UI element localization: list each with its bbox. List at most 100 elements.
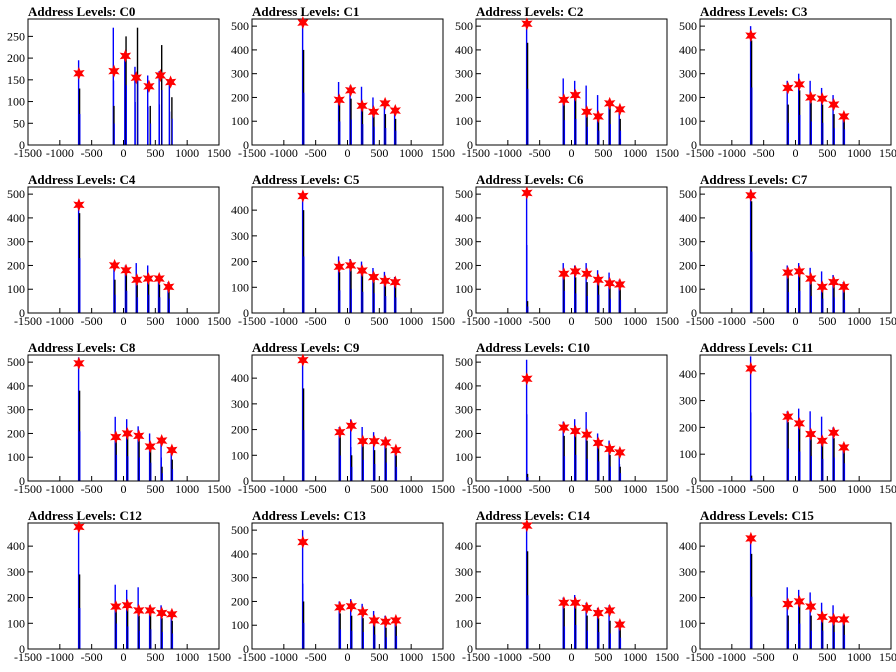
peak-marker [133,429,145,443]
x-tick-label: 500 [146,314,164,328]
peak-marker [793,77,806,91]
histogram-plot: -1500 -1000 -500 0 500 1000 1500 0 100 200 300 400 5… [455,354,679,496]
histogram-panel-c2: Address Levels: C2 -1500 -1000 -500 0 500 1000… [448,0,679,168]
y-tick-label: 200 [455,258,473,272]
x-tick-label: -1500 [238,314,266,328]
peak-marker [345,599,358,613]
x-tick-label: 0 [793,146,799,160]
y-tick-label: 400 [7,539,25,553]
y-tick-label: 200 [455,591,473,605]
x-tick-label: 0 [121,650,127,664]
histogram-plot: -1500 -1000 -500 0 500 1000 1500 0 100 200 300 400 [231,353,455,496]
plot-frame [699,186,892,314]
y-tick-label: 300 [679,394,697,408]
y-tick-label: 0 [243,474,249,488]
panel-title: Address Levels: C15 [700,508,814,523]
histogram-plot: -1500 -1000 -500 0 500 1000 1500 0 100 200 300 400 5… [7,186,231,328]
x-tick-label: -1000 [718,650,746,664]
peak-marker [782,81,794,95]
peak-marker [130,71,142,85]
y-tick-label: 300 [455,235,473,249]
x-tick-label: 0 [121,314,127,328]
histogram-panel-c13: Address Levels: C13 -1500 -1000 -500 0 500 100… [224,504,455,672]
peak-marker [73,198,85,212]
y-tick-label: 400 [679,539,697,553]
histogram-plot: -1500 -1000 -500 0 500 1000 1500 0 100 200 300 400 [455,519,679,664]
x-tick-label: 1500 [879,650,896,664]
y-tick-label: 400 [679,211,697,225]
peak-marker [356,264,368,278]
x-tick-label: 0 [345,650,351,664]
x-tick-label: 1000 [847,146,871,160]
y-tick-label: 400 [231,547,249,561]
panel-title: Address Levels: C10 [476,340,590,355]
peak-marker [162,280,175,294]
y-tick-label: 400 [679,43,697,57]
y-tick-label: 400 [455,539,473,553]
peak-marker [166,443,178,457]
x-tick-label: 1000 [175,482,199,496]
y-tick-label: 400 [231,43,249,57]
peak-marker [782,410,794,424]
peak-marker [838,440,850,455]
peak-marker [581,267,593,281]
peak-marker [558,267,570,281]
x-tick-label: -500 [81,482,103,496]
x-tick-label: 0 [345,146,351,160]
peak-marker [390,443,402,457]
peak-marker [745,531,757,545]
y-tick-label: 100 [7,282,25,296]
x-tick-label: 1500 [207,650,231,664]
x-tick-label: -1500 [462,482,490,496]
y-tick-label: 500 [679,187,697,201]
x-tick-label: 0 [345,482,351,496]
peak-marker [603,96,616,110]
x-tick-label: -500 [305,314,327,328]
peak-marker [144,603,156,617]
y-tick-label: 100 [455,616,473,630]
peak-marker [816,434,828,448]
peak-marker [143,79,155,93]
peak-marker [379,274,391,288]
x-tick-label: 500 [818,314,836,328]
peak-marker [73,520,85,534]
peak-marker [344,258,357,272]
y-tick-label: 0 [691,642,697,656]
y-tick-label: 500 [231,19,249,33]
peak-marker [521,186,533,200]
x-tick-label: -500 [753,146,775,160]
peak-marker [838,109,850,124]
peak-marker [558,420,570,435]
peak-marker [356,99,368,113]
x-tick-label: 500 [370,314,388,328]
peak-marker [827,426,840,440]
y-tick-label: 400 [7,379,25,393]
peak-marker [805,427,817,441]
x-tick-label: 0 [793,482,799,496]
y-tick-label: 300 [679,565,697,579]
peak-marker [592,436,604,450]
x-tick-label: 500 [146,650,164,664]
y-tick-label: 0 [19,138,25,152]
x-tick-label: -1000 [46,146,74,160]
y-tick-label: 400 [7,211,25,225]
histogram-panel-c7: Address Levels: C7 -1500 -1000 -500 0 500 1000… [672,168,896,336]
y-tick-label: 100 [7,450,25,464]
x-tick-label: 1000 [623,650,647,664]
y-tick-label: 200 [231,423,249,437]
y-tick-label: 0 [467,642,473,656]
histogram-plot: -1500 -1000 -500 0 500 1000 1500 0 100 200 300 400 5… [679,186,896,328]
peak-marker [745,29,757,43]
y-tick-label: 300 [455,67,473,81]
y-tick-label: 0 [467,138,473,152]
panel-title: Address Levels: C8 [28,340,136,355]
x-tick-label: 1000 [175,314,199,328]
histogram-plot: -1500 -1000 -500 0 500 1000 1500 0 100 200 300 400 5… [7,354,231,496]
x-tick-label: -1500 [686,146,714,160]
peak-marker [569,596,582,610]
histogram-panel-c15: Address Levels: C15 -1500 -1000 -500 0 500 100… [672,504,896,672]
peak-marker [521,17,533,31]
x-tick-label: 1000 [623,314,647,328]
y-tick-label: 500 [679,19,697,33]
peak-marker [357,605,369,619]
